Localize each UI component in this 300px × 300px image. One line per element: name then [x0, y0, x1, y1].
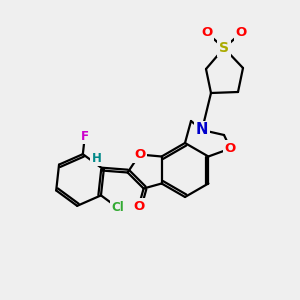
Text: O: O [134, 148, 145, 161]
Text: O: O [225, 142, 236, 155]
Text: O: O [201, 26, 213, 40]
Text: H: H [92, 152, 102, 165]
Text: F: F [81, 130, 89, 142]
Text: N: N [196, 122, 208, 137]
Text: O: O [236, 26, 247, 40]
Text: S: S [219, 41, 229, 55]
Text: O: O [133, 200, 144, 213]
Text: Cl: Cl [112, 201, 124, 214]
